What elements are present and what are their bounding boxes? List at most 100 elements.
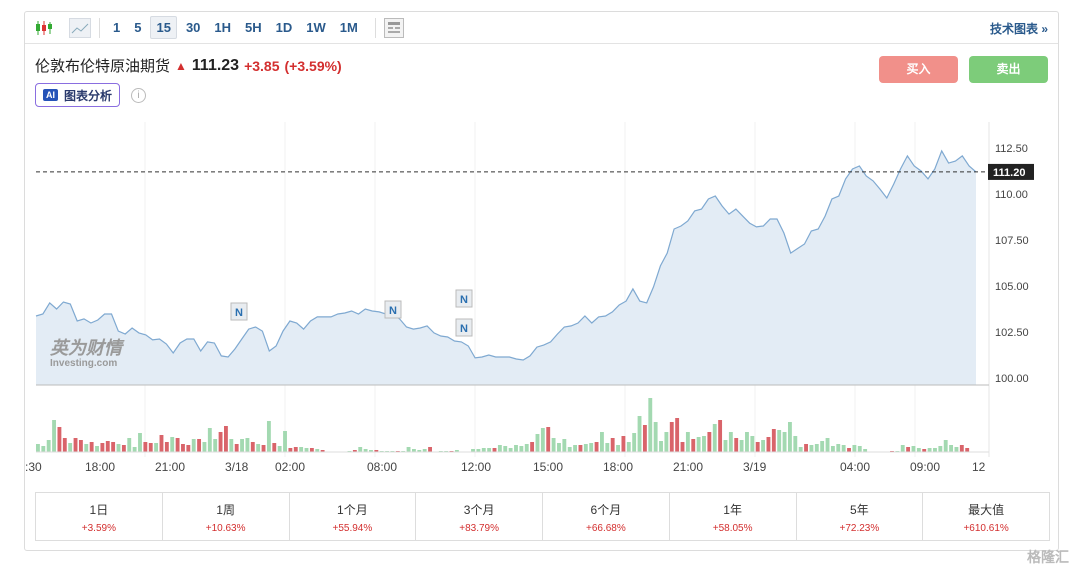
interval-30[interactable]: 30 — [185, 20, 201, 35]
interval-1w[interactable]: 1W — [306, 20, 326, 35]
interval-15[interactable]: 15 — [150, 16, 177, 39]
volume-bar — [132, 447, 137, 452]
candlestick-chart-icon[interactable] — [35, 20, 53, 36]
volume-bar — [508, 448, 513, 452]
volume-bar — [696, 437, 701, 452]
volume-bar — [363, 449, 368, 452]
table-view-icon[interactable] — [383, 17, 404, 38]
volume-bar — [933, 448, 937, 452]
volume-bar — [417, 450, 422, 452]
volume-bar — [750, 436, 755, 452]
last-price: 111.23 — [191, 56, 240, 74]
volume-bar — [352, 450, 357, 452]
interval-5[interactable]: 5 — [134, 20, 142, 35]
volume-bar — [73, 438, 78, 452]
performance-periods: 1日 +3.59% 1周 +10.63% 1个月 +55.94% 3个月 +83.79%… — [35, 492, 1050, 541]
volume-bar — [809, 445, 814, 452]
ai-chart-analysis-button[interactable]: AI 图表分析 — [35, 83, 121, 107]
volume-bar — [707, 432, 712, 452]
volume-bar — [562, 439, 567, 452]
price-line — [35, 149, 977, 361]
period-3m[interactable]: 3个月 +83.79% — [416, 493, 543, 540]
period-1d[interactable]: 1日 +3.59% — [36, 493, 163, 540]
up-arrow-icon: ▲ — [175, 58, 187, 73]
volume-bar — [594, 442, 599, 452]
y-tick-label: 107.50 — [995, 235, 1029, 247]
volume-bar — [535, 434, 540, 452]
chart-toolbar: 1 5 15 30 1H 5H 1D 1W 1M 技术图表 » — [25, 12, 1058, 44]
volume-bar — [659, 441, 663, 452]
volume-bar — [514, 445, 518, 452]
x-tick-label: 3/19 — [743, 460, 767, 474]
volume-bar — [857, 446, 862, 452]
interval-1d[interactable]: 1D — [275, 20, 293, 35]
volume-bar — [471, 449, 475, 452]
volume-bar — [723, 440, 728, 452]
volume-bar — [954, 447, 959, 452]
sell-button[interactable]: 卖出 — [969, 56, 1048, 83]
period-6m[interactable]: 6个月 +66.68% — [543, 493, 670, 540]
volume-bar — [669, 422, 674, 452]
period-1m[interactable]: 1个月 +55.94% — [290, 493, 417, 540]
x-tick-label: :30 — [25, 460, 42, 474]
interval-1[interactable]: 1 — [113, 20, 121, 35]
interval-5h[interactable]: 5H — [245, 20, 262, 35]
volume-bar — [503, 446, 508, 452]
x-tick-label: 12:00 — [461, 460, 491, 474]
y-tick-label: 102.50 — [995, 327, 1029, 339]
technical-chart-link[interactable]: 技术图表 » — [989, 22, 1048, 36]
area-chart-icon[interactable] — [69, 17, 91, 38]
volume-bar — [261, 445, 266, 452]
volume-bar — [847, 448, 851, 452]
volume-bar — [197, 439, 202, 452]
current-price-badge — [988, 163, 1034, 180]
volume-bar — [551, 438, 556, 452]
volume-bar — [154, 443, 159, 452]
volume-bar — [922, 449, 927, 452]
period-1y[interactable]: 1年 +58.05% — [670, 493, 797, 540]
buy-button[interactable]: 买入 — [879, 56, 958, 83]
period-max[interactable]: 最大值 +610.61% — [963, 503, 1009, 534]
price-chart[interactable]: 112.50 110.00 107.50 105.00 102.50 100.00 111.… — [25, 12, 1060, 482]
x-tick-label: 18:00 — [85, 460, 115, 474]
price-area — [36, 150, 976, 385]
x-tick-label: 3/18 — [225, 460, 249, 474]
interval-1m[interactable]: 1M — [339, 20, 358, 35]
volume-bar — [557, 443, 561, 452]
volume-bar — [41, 446, 46, 452]
period-5y[interactable]: 5年 +72.23% — [797, 493, 924, 540]
info-icon[interactable]: i — [131, 88, 146, 103]
volume-bar — [653, 422, 658, 452]
instrument-name: 伦敦布伦特原油期货 — [35, 58, 171, 75]
volume-bar — [626, 442, 631, 452]
toolbar-divider — [374, 17, 376, 38]
volume-bar — [680, 442, 685, 452]
volume-bar — [256, 444, 261, 452]
x-tick-label: 21:00 — [155, 460, 185, 474]
volume-bar — [240, 439, 244, 452]
volume-bar — [938, 446, 943, 452]
volume-bar — [573, 445, 578, 452]
news-marker — [455, 289, 473, 308]
volume-bar — [121, 445, 126, 452]
volume-bar — [664, 432, 669, 452]
volume-bar — [755, 442, 760, 452]
volume-bar — [691, 439, 696, 452]
volume-bar — [358, 447, 363, 452]
x-tick-label: 21:00 — [673, 460, 703, 474]
volume-bar — [309, 448, 314, 452]
volume-bar — [637, 416, 642, 452]
volume-bar — [111, 442, 116, 452]
price-change: +3.85 — [244, 57, 280, 74]
volume-bar — [116, 444, 121, 452]
interval-1h[interactable]: 1H — [214, 20, 232, 35]
news-marker-label: N — [235, 307, 243, 319]
volume-bar — [454, 450, 459, 452]
volume-bar — [304, 448, 309, 452]
volume-bar — [728, 432, 733, 452]
period-1w[interactable]: 1周 +10.63% — [163, 493, 290, 540]
volume-bar — [36, 444, 40, 452]
volume-bar — [788, 422, 792, 452]
volume-bar — [406, 447, 411, 452]
volume-bar — [277, 446, 282, 452]
